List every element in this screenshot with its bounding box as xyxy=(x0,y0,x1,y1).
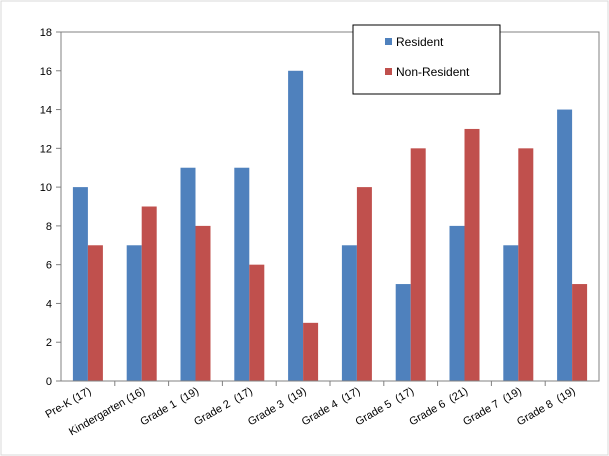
bar-resident-0 xyxy=(72,187,88,381)
y-tick-label: 2 xyxy=(46,337,52,349)
y-tick-label: 16 xyxy=(40,66,52,78)
y-tick-label: 6 xyxy=(46,260,52,272)
bar-resident-1 xyxy=(126,245,142,381)
bar-resident-8 xyxy=(503,245,519,381)
bar-non-resident-4 xyxy=(303,322,319,381)
legend-swatch-resident xyxy=(385,38,392,45)
y-tick-label: 18 xyxy=(40,27,52,39)
bar-resident-6 xyxy=(395,284,411,381)
bar-resident-4 xyxy=(288,70,304,382)
bar-resident-3 xyxy=(234,167,250,381)
y-tick-label: 14 xyxy=(40,105,52,117)
y-tick-label: 8 xyxy=(46,221,52,233)
bar-non-resident-5 xyxy=(356,187,372,381)
bar-non-resident-3 xyxy=(249,264,265,381)
bar-resident-2 xyxy=(180,167,196,381)
bar-non-resident-7 xyxy=(464,128,480,381)
bar-non-resident-2 xyxy=(195,225,211,381)
legend-label-non-resident: Non-Resident xyxy=(396,65,470,79)
legend-label-resident: Resident xyxy=(396,35,444,49)
y-tick-label: 4 xyxy=(46,298,52,310)
bar-non-resident-0 xyxy=(87,245,103,381)
bar-resident-7 xyxy=(449,225,465,381)
legend-box xyxy=(352,24,501,95)
y-tick-label: 10 xyxy=(40,182,52,194)
bar-non-resident-6 xyxy=(410,148,426,381)
bar-resident-9 xyxy=(557,109,573,382)
bars-layer xyxy=(72,70,588,382)
legend: Resident Non-Resident xyxy=(352,24,501,95)
bar-non-resident-8 xyxy=(518,148,534,381)
bar-resident-5 xyxy=(341,245,357,381)
bar-non-resident-9 xyxy=(572,284,588,381)
bar-non-resident-1 xyxy=(141,206,157,381)
y-tick-label: 12 xyxy=(40,143,52,155)
legend-swatch-non-resident xyxy=(385,68,392,75)
y-tick-label: 0 xyxy=(46,376,52,388)
